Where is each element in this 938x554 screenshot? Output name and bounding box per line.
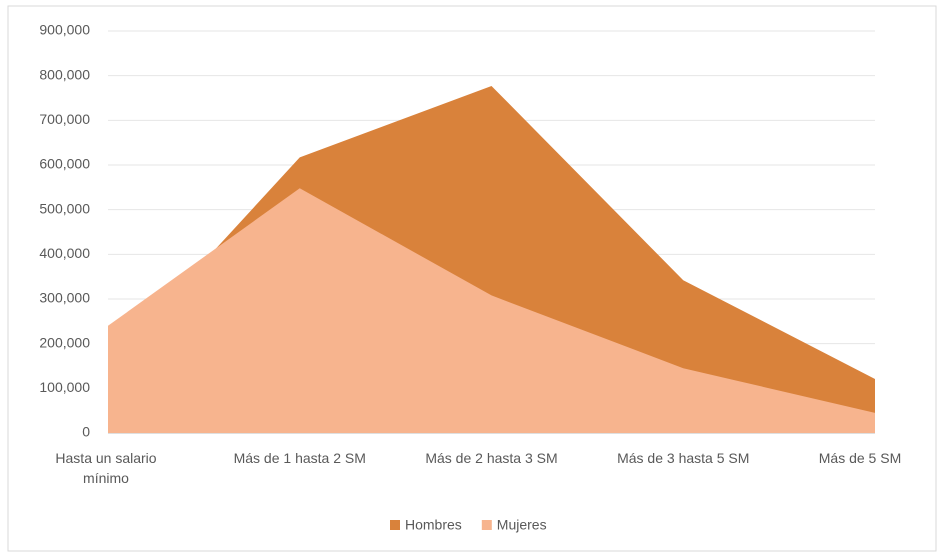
y-tick-label: 600,000 [39,156,90,172]
y-tick-label: 700,000 [39,111,90,127]
x-tick-label: Más de 2 hasta 3 SM [425,450,558,466]
x-tick-label: Más de 1 hasta 2 SM [233,450,366,466]
chart-border [7,5,937,552]
y-tick-label: 900,000 [39,22,90,38]
legend-label: Hombres [405,517,462,533]
legend-swatch [481,520,492,530]
legend-label: Mujeres [497,517,547,533]
legend-swatch [390,520,400,530]
y-tick-label: 300,000 [39,290,90,306]
y-tick-label: 100,000 [39,379,90,395]
x-tick-label: Más de 3 hasta 5 SM [617,450,750,466]
y-tick-label: 200,000 [39,334,90,350]
y-tick-label: 400,000 [39,245,90,261]
y-tick-label: 800,000 [39,66,90,82]
x-tick-label: Hasta un salario mínimo [55,450,157,486]
x-tick-label: Más de 5 SM [818,450,902,466]
area [108,188,875,433]
y-tick-label: 500,000 [39,200,90,216]
y-tick-label: 0 [82,424,90,440]
